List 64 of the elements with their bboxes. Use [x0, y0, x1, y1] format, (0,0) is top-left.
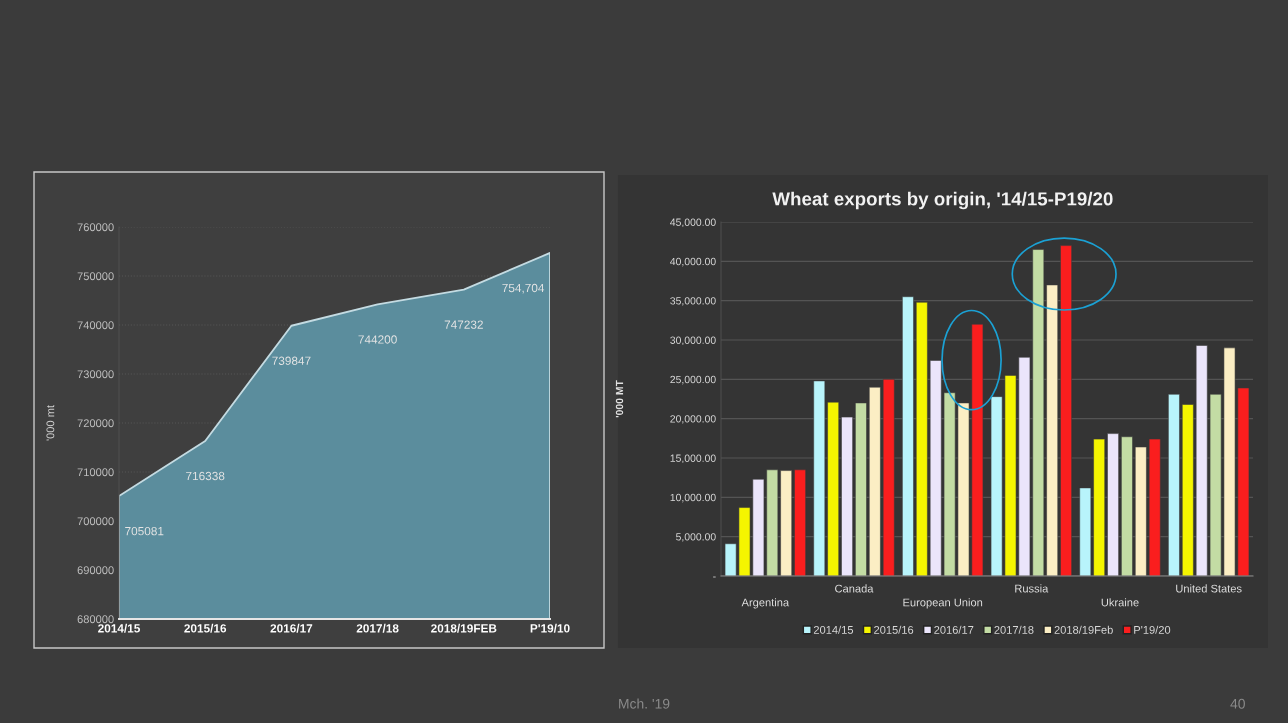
y-tick-label: 710000: [77, 468, 114, 477]
bar: [915, 301, 928, 576]
y-tick-label: 15,000.00: [670, 454, 716, 464]
y-tick-label: 10,000.00: [670, 493, 716, 503]
bar: [1107, 433, 1119, 576]
x-tick-label: 2015/16: [184, 623, 227, 633]
bar: [1060, 245, 1072, 576]
data-label: 744200: [358, 335, 397, 344]
bar: [813, 380, 826, 576]
chart-title: Wheat exports by origin, '14/15-P19/20: [772, 191, 1113, 210]
x-tick-label: 2014/15: [98, 623, 141, 633]
y-tick-label: 40,000.00: [670, 257, 716, 267]
y-tick-label: 20,000.00: [670, 415, 716, 424]
data-label: 716338: [186, 471, 225, 481]
data-label: 739847: [272, 356, 311, 365]
y-tick-label: -: [713, 576, 716, 578]
bar: [780, 470, 793, 576]
y-axis-title: '000 MT: [615, 380, 624, 418]
bar: [1168, 394, 1180, 576]
text: 40: [1230, 698, 1245, 709]
bar: [841, 416, 853, 576]
bar: [1121, 436, 1133, 576]
bar: [882, 379, 895, 576]
legend-label: 2018/19Feb: [1054, 625, 1113, 634]
bar: [1046, 284, 1059, 576]
y-tick-label: 690000: [77, 566, 114, 575]
bar: [1093, 438, 1105, 576]
bar: [827, 401, 839, 576]
data-label: 747232: [444, 320, 483, 329]
y-tick-label: 750000: [77, 272, 114, 281]
x-tick-label: Argentina: [741, 598, 790, 609]
x-tick-label: United States: [1176, 584, 1242, 593]
x-tick-label: Ukraine: [1101, 598, 1139, 607]
legend-label: P'19/20: [1134, 625, 1171, 634]
data-label: 754,704: [502, 283, 545, 294]
x-tick-label: P'19/10: [530, 623, 570, 633]
y-axis-title: '000 mt: [46, 405, 55, 441]
bar: [1079, 487, 1092, 576]
y-tick-label: 740000: [77, 321, 114, 330]
y-tick-label: 30,000.00: [670, 336, 716, 346]
y-tick-label: 760000: [77, 223, 114, 232]
y-tick-label: 25,000.00: [670, 375, 716, 385]
bar: [1181, 404, 1194, 576]
y-tick-label: 700000: [77, 517, 114, 526]
y-tick-label: 45,000.00: [670, 218, 716, 228]
bar: [794, 469, 806, 576]
y-tick-label: 5,000.00: [676, 533, 716, 542]
text: Mch. '19: [619, 698, 670, 709]
x-tick-label: 2018/19FEB: [431, 623, 497, 633]
x-tick-label: Canada: [835, 584, 874, 593]
y-tick-label: 680000: [77, 615, 114, 624]
x-tick-label: European Union: [903, 598, 983, 609]
bar: [1135, 446, 1147, 576]
y-tick-label: 35,000.00: [670, 297, 716, 306]
data-label: 705081: [125, 526, 164, 536]
x-tick-label: 2017/18: [356, 623, 399, 633]
x-tick-label: Russia: [1015, 584, 1049, 593]
bar: [855, 402, 867, 576]
y-tick-label: 720000: [77, 419, 114, 428]
bar: [902, 296, 914, 576]
y-tick-label: 730000: [77, 370, 114, 379]
bar: [1148, 438, 1161, 576]
bar: [869, 386, 881, 576]
x-tick-label: 2016/17: [270, 623, 313, 633]
